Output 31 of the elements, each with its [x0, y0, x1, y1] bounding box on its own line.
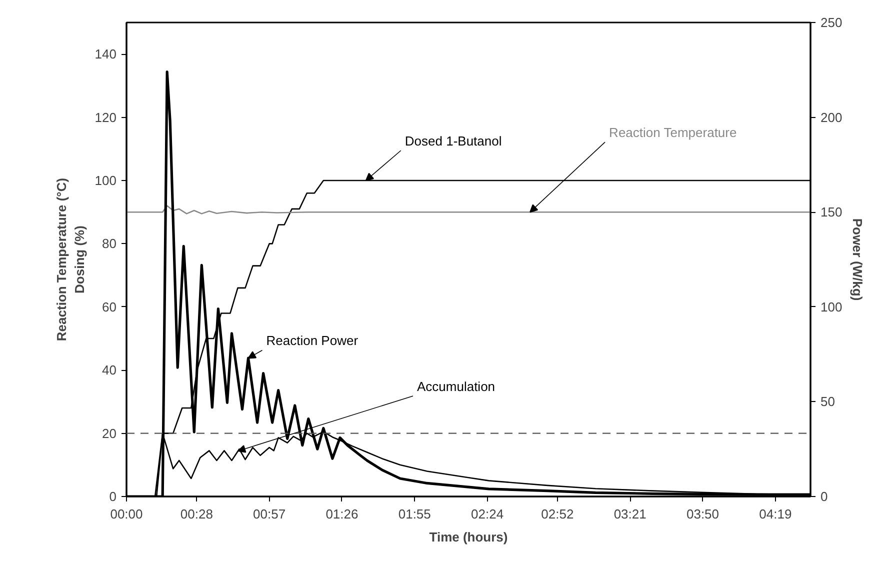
- x-tick-label: 02:24: [471, 506, 504, 522]
- x-tick-label: 02:52: [541, 506, 574, 522]
- x-tick-label: 01:55: [398, 506, 431, 522]
- y2-tick-label: 100: [820, 299, 842, 314]
- y-tick-label: 120: [94, 110, 117, 125]
- x-tick-label: 04:19: [759, 506, 792, 522]
- x-tick-label: 00:28: [180, 506, 213, 522]
- text: Dosed 1-Butanol: [404, 134, 502, 148]
- y2-tick-label: 250: [820, 15, 842, 30]
- y-tick-label: 100: [94, 173, 117, 188]
- y2-axis-title: Power (W/kg): [850, 218, 866, 301]
- y-tick-label: 0: [109, 489, 117, 504]
- x-tick-label: 00:00: [110, 506, 143, 522]
- y2-tick-label: 0: [820, 489, 828, 504]
- y-tick-label: 140: [94, 46, 117, 62]
- y2-tick-label: 150: [820, 204, 842, 220]
- y-tick-label: 40: [102, 362, 117, 378]
- x-tick-label: 01:26: [326, 506, 358, 522]
- series-label: Reaction Power: [266, 333, 359, 348]
- y2-tick-label: 50: [820, 394, 835, 410]
- y-axis-title: Reaction Temperature (°C) Dosing (%): [54, 178, 87, 342]
- x-tick-label: 00:57: [253, 506, 286, 522]
- x-axis-title: Time (hours): [429, 530, 508, 544]
- text: Reaction Temperature: [609, 125, 737, 140]
- x-tick-label: 03:50: [686, 506, 720, 522]
- y-tick-label: 80: [102, 236, 117, 252]
- y-tick-label: 60: [102, 299, 117, 314]
- text: Accumulation: [416, 379, 496, 394]
- x-tick-label: 03:21: [614, 506, 646, 522]
- y2-tick-label: 200: [820, 110, 842, 125]
- y-tick-label: 20: [102, 426, 117, 441]
